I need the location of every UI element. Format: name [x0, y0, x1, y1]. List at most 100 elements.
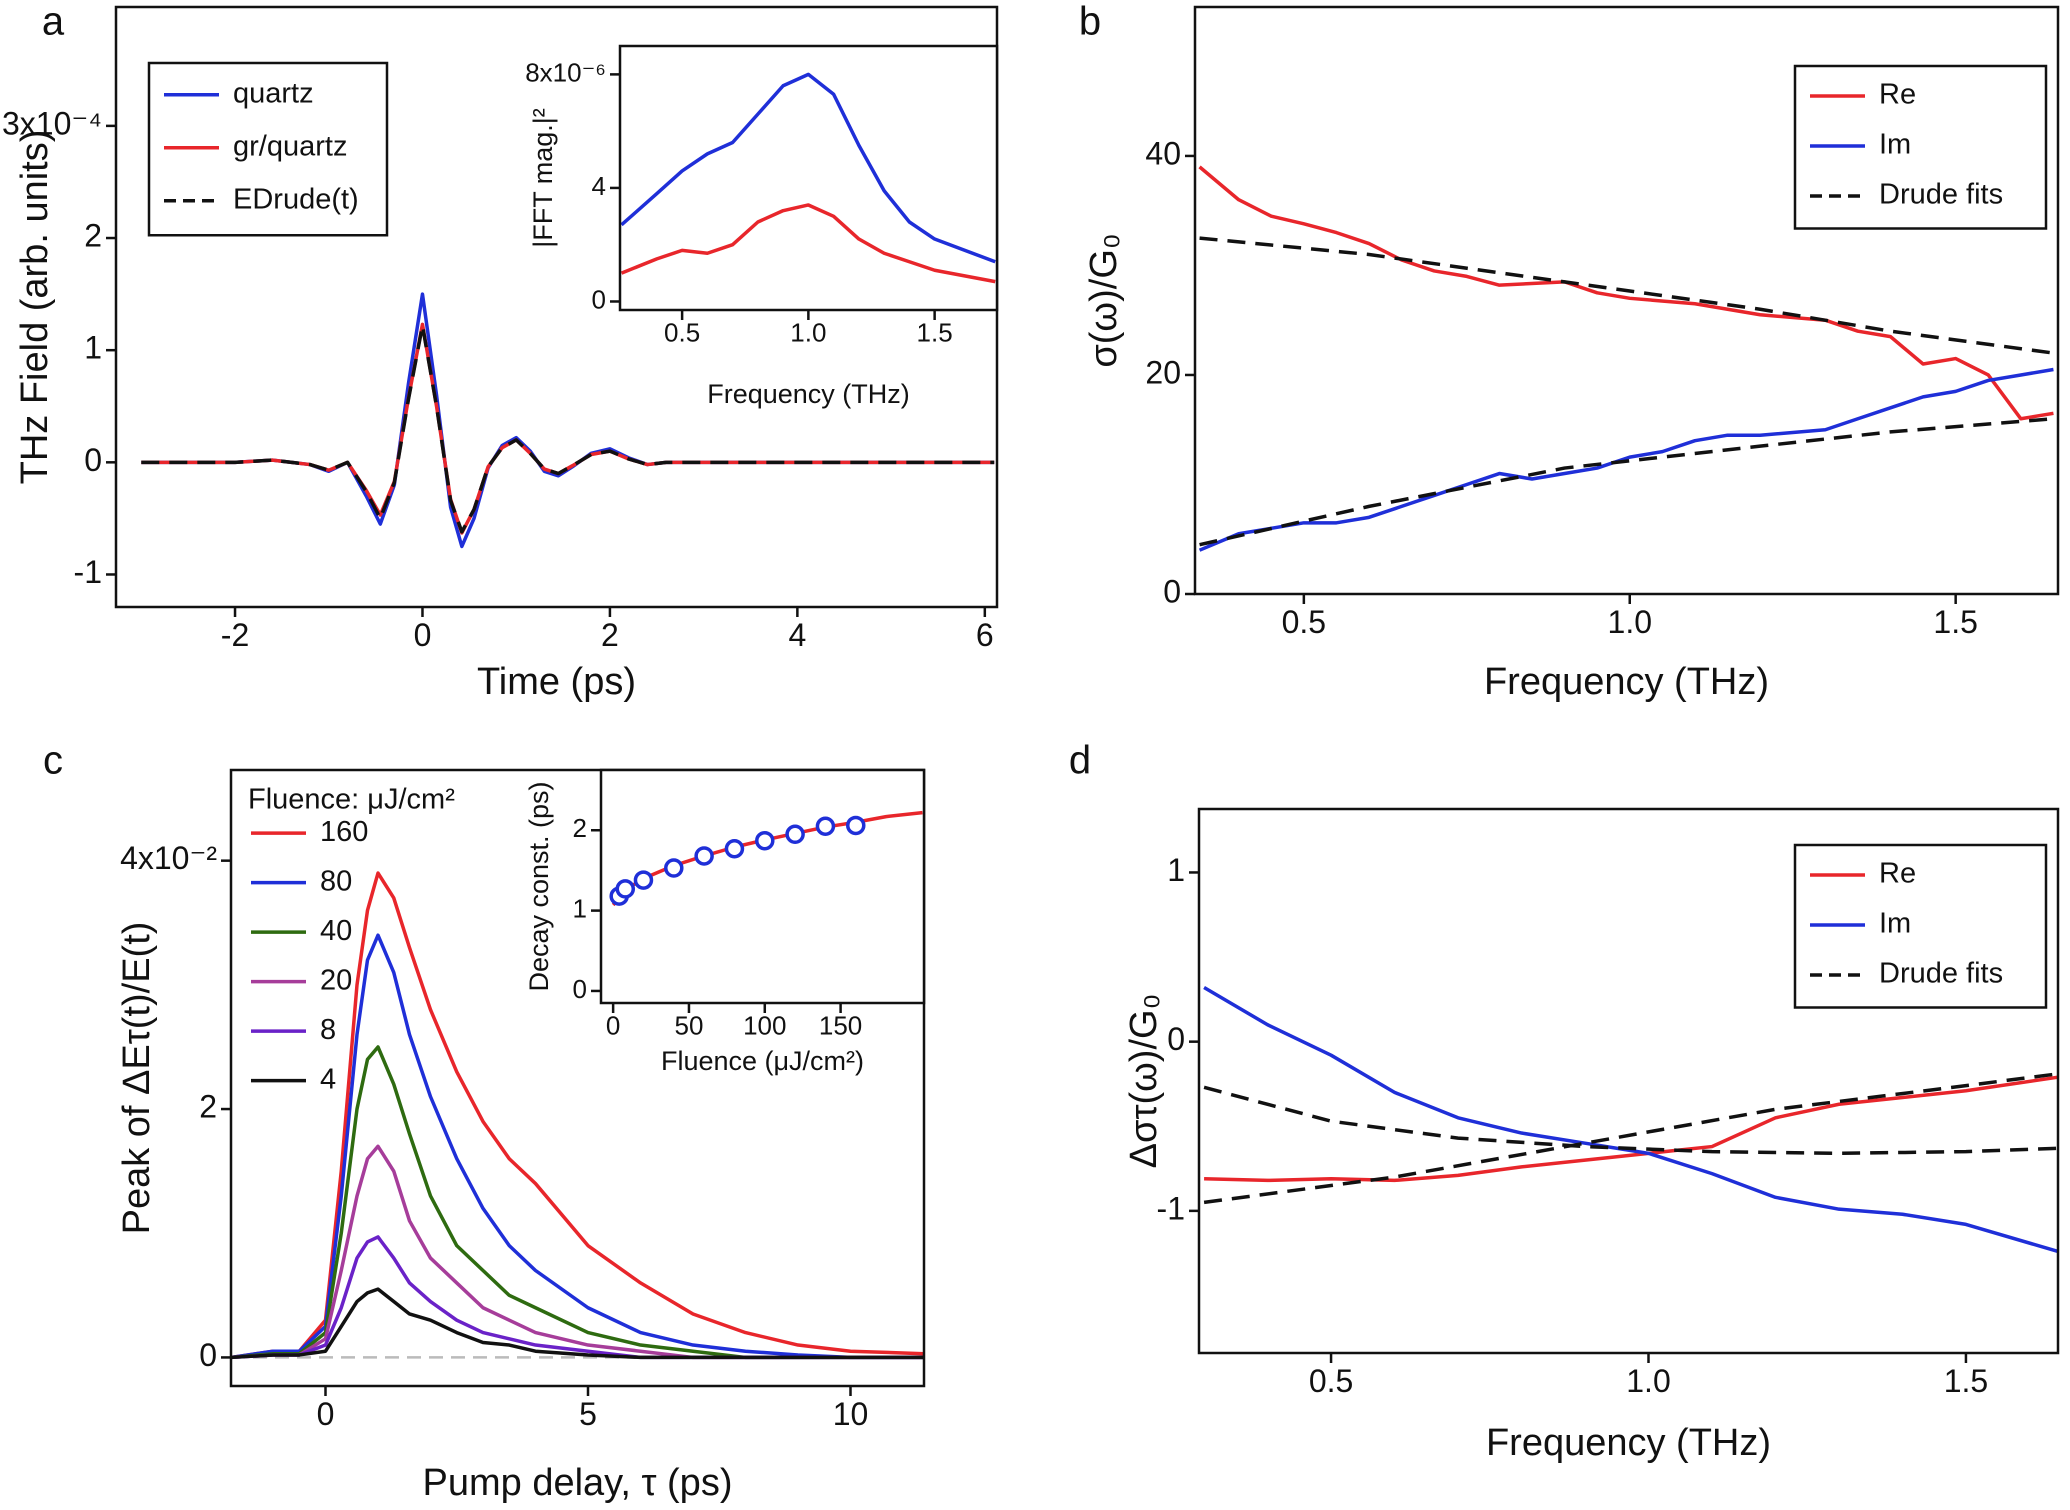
y-axis-label: Peak of ΔEτ(t)/E(t): [116, 922, 158, 1235]
x-tick-label: 0: [317, 1396, 335, 1432]
y-tick-label: 40: [1145, 135, 1181, 171]
x-tick-label: -2: [221, 617, 249, 653]
inset-background: [620, 46, 997, 310]
x-axis-label: Fluence (μJ/cm²): [661, 1046, 864, 1076]
x-tick-label: 0.5: [664, 318, 700, 348]
plot-frame: [1193, 5, 2060, 596]
y-tick-label: 0: [84, 442, 102, 478]
legend-label: Im: [1879, 129, 1911, 161]
legend-title: Fluence: μJ/cm²: [248, 784, 455, 816]
legend-label: Drude fits: [1879, 958, 2003, 990]
legend-label: Im: [1879, 908, 1911, 940]
marker: [755, 830, 775, 851]
y-tick-label: 3x10⁻⁴: [2, 105, 102, 141]
y-axis-label: THz Field (arb. units): [14, 130, 56, 485]
y-tick-label: 0: [573, 974, 587, 1004]
legend-label: 160: [320, 816, 368, 848]
x-tick-label: 0: [414, 617, 432, 653]
y-tick-label: -1: [1157, 1190, 1185, 1226]
x-axis-label: Frequency (THz): [707, 379, 910, 409]
y-tick-label: 8x10⁻⁶: [525, 57, 606, 87]
x-tick-label: 1.0: [1608, 604, 1652, 640]
x-axis-label: Frequency (THz): [1486, 1422, 1771, 1464]
marker: [724, 838, 745, 859]
x-tick-label: 2: [601, 617, 619, 653]
panel-label: b: [1079, 0, 1101, 44]
marker: [664, 858, 684, 878]
data-line: [1199, 417, 2054, 547]
marker: [633, 870, 654, 890]
panel-label: d: [1069, 739, 1091, 783]
y-tick-label: 2: [84, 217, 102, 253]
data-line: [1203, 986, 2059, 1254]
data-line: [141, 323, 995, 534]
inset-background: [601, 770, 924, 1003]
y-tick-label: 1: [573, 893, 587, 923]
legend-label: 4: [320, 1063, 336, 1095]
x-tick-label: 6: [976, 617, 994, 653]
y-tick-label: 1: [1167, 852, 1185, 888]
x-tick-label: 0.5: [1282, 604, 1326, 640]
data-line: [1203, 1072, 2059, 1205]
x-tick-label: 50: [674, 1011, 703, 1041]
marker: [815, 816, 836, 836]
legend-label: 40: [320, 915, 352, 947]
y-axis-label: σ(ω)/G₀: [1083, 233, 1125, 367]
x-tick-label: 1.0: [790, 318, 826, 348]
marker: [694, 846, 714, 866]
data-line: [141, 322, 995, 535]
legend-label: Re: [1879, 858, 1916, 890]
y-axis-label: |FFT mag.|²: [528, 108, 558, 248]
legend-label: EDrude(t): [233, 183, 359, 215]
y-tick-label: 4x10⁻²: [120, 840, 217, 876]
legend-label: 20: [320, 964, 352, 996]
y-tick-label: 0: [1167, 1021, 1185, 1057]
data-line: [620, 72, 996, 264]
y-tick-label: 2: [573, 813, 587, 843]
y-tick-label: 1: [84, 330, 102, 366]
x-tick-label: 150: [819, 1011, 862, 1041]
x-tick-label: 100: [743, 1011, 786, 1041]
data-line: [620, 203, 996, 284]
y-tick-label: 0: [1163, 573, 1181, 609]
x-tick-label: 0: [606, 1011, 620, 1041]
data-line: [230, 1045, 924, 1360]
x-axis-label: Pump delay, τ (ps): [423, 1462, 733, 1504]
x-tick-label: 4: [788, 617, 806, 653]
legend-label: Drude fits: [1879, 179, 2003, 211]
y-axis-label: Δστ(ω)/G₀: [1123, 994, 1165, 1169]
y-tick-label: 0: [592, 284, 606, 314]
legend-label: gr/quartz: [233, 130, 347, 162]
y-tick-label: 0: [199, 1337, 217, 1373]
x-tick-label: 1.5: [917, 318, 953, 348]
marker: [846, 815, 866, 836]
legend-label: quartz: [233, 77, 314, 109]
y-tick-label: 20: [1145, 354, 1181, 390]
marker: [615, 879, 636, 899]
y-tick-label: 4: [592, 171, 606, 201]
data-line: [141, 292, 995, 549]
panel-label: c: [43, 739, 63, 783]
data-line: [230, 1287, 924, 1360]
x-tick-label: 10: [833, 1396, 869, 1432]
x-tick-label: 0.5: [1309, 1363, 1353, 1399]
x-tick-label: 1.5: [1944, 1363, 1988, 1399]
x-tick-label: 1.0: [1626, 1363, 1670, 1399]
y-axis-label: Decay const. (ps): [524, 781, 554, 991]
x-tick-label: 1.5: [1933, 604, 1977, 640]
x-tick-label: 5: [579, 1396, 597, 1432]
data-line: [1203, 1085, 2059, 1156]
y-tick-label: -1: [74, 554, 102, 590]
x-axis-label: Time (ps): [477, 661, 636, 703]
x-axis-label: Frequency (THz): [1484, 661, 1769, 703]
legend-label: 80: [320, 865, 352, 897]
data-line: [1204, 1075, 2059, 1183]
marker: [785, 824, 805, 845]
data-line: [230, 933, 924, 1360]
plot-frame: [599, 768, 926, 1005]
plot-frame: [229, 768, 926, 1388]
plot-frame: [1197, 807, 2060, 1355]
data-line: [1198, 165, 2054, 421]
